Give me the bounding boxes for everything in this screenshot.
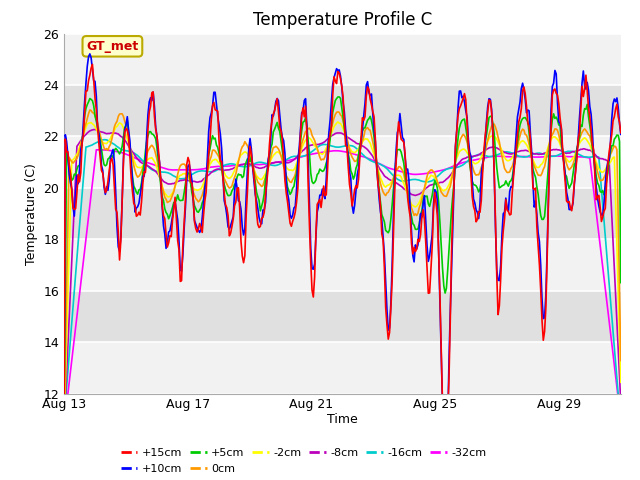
Bar — [64, 342, 621, 394]
X-axis label: Time: Time — [327, 413, 358, 426]
Bar — [64, 136, 621, 188]
Text: GT_met: GT_met — [86, 40, 138, 53]
Legend: +15cm, +10cm, +5cm, 0cm, -2cm, -8cm, -16cm, -32cm: +15cm, +10cm, +5cm, 0cm, -2cm, -8cm, -16… — [116, 444, 491, 478]
Bar — [64, 34, 621, 85]
Title: Temperature Profile C: Temperature Profile C — [253, 11, 432, 29]
Y-axis label: Temperature (C): Temperature (C) — [25, 163, 38, 264]
Bar — [64, 240, 621, 291]
